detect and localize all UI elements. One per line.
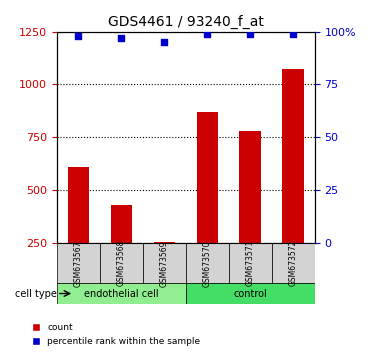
Point: [204, 31, 210, 36]
Point: [247, 31, 253, 36]
Text: endothelial cell: endothelial cell: [84, 289, 159, 298]
Bar: [239, 131, 261, 296]
FancyBboxPatch shape: [186, 243, 229, 284]
Bar: [154, 242, 175, 296]
Point: [290, 31, 296, 36]
Text: GSM673569: GSM673569: [160, 240, 169, 286]
Text: control: control: [233, 289, 267, 298]
Point: [161, 39, 167, 45]
Text: GSM673571: GSM673571: [246, 240, 255, 286]
FancyBboxPatch shape: [229, 243, 272, 284]
Point: [75, 33, 81, 39]
FancyBboxPatch shape: [57, 243, 100, 284]
FancyBboxPatch shape: [272, 243, 315, 284]
Text: cell type: cell type: [15, 289, 57, 298]
Bar: [68, 167, 89, 296]
Point: [118, 35, 124, 41]
FancyBboxPatch shape: [57, 284, 186, 304]
FancyBboxPatch shape: [143, 243, 186, 284]
Bar: [111, 205, 132, 296]
Bar: [197, 112, 218, 296]
FancyBboxPatch shape: [186, 284, 315, 304]
Text: GSM673570: GSM673570: [203, 240, 212, 286]
Legend: count, percentile rank within the sample: count, percentile rank within the sample: [23, 320, 204, 349]
FancyBboxPatch shape: [100, 243, 143, 284]
Bar: [282, 69, 304, 296]
Text: GSM673567: GSM673567: [74, 240, 83, 286]
Title: GDS4461 / 93240_f_at: GDS4461 / 93240_f_at: [108, 15, 264, 29]
Text: GSM673568: GSM673568: [117, 240, 126, 286]
Text: GSM673572: GSM673572: [289, 240, 298, 286]
